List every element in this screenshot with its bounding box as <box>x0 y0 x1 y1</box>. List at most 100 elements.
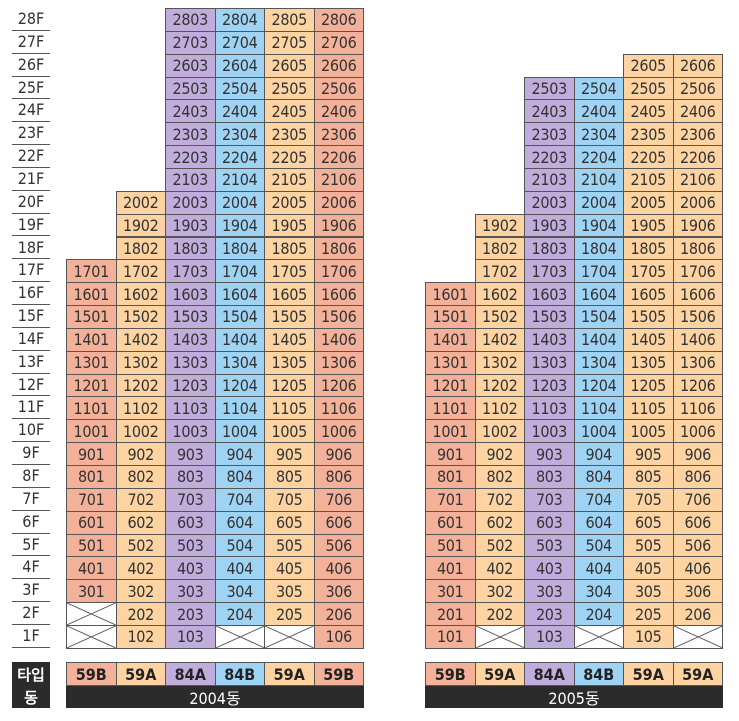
unit-cell: 1004 <box>573 419 624 444</box>
unit-cell: 1402 <box>474 327 525 352</box>
unit-cell: 205 <box>623 602 674 626</box>
unit-cell: 2704 <box>214 30 265 55</box>
unit-cell: 1106 <box>313 396 364 421</box>
unit-cell: 802 <box>115 465 166 489</box>
unit-cell: 1504 <box>214 305 265 329</box>
unit-cell: 603 <box>524 510 575 535</box>
floor-label: 27F <box>12 31 50 54</box>
unit-cell: 1301 <box>425 350 476 375</box>
floor-label: 2F <box>12 602 50 625</box>
unit-cell: 1205 <box>623 373 674 398</box>
unit-cell: 1206 <box>313 373 364 398</box>
unit-cell: 2104 <box>573 167 624 192</box>
unit-cell: 504 <box>573 533 624 558</box>
unit-cell: 2105 <box>264 167 315 192</box>
unit-cell: 1802 <box>474 236 525 261</box>
unit-cell: 2703 <box>165 30 216 55</box>
unit-cell: 1703 <box>165 259 216 284</box>
unit-cell: 2404 <box>573 99 624 124</box>
unit-cell: 401 <box>66 556 117 581</box>
floor-label: 1F <box>12 625 50 648</box>
type-label: 84B <box>573 662 624 686</box>
unit-cell: 2706 <box>313 30 364 55</box>
unit-cell: 305 <box>623 579 674 604</box>
unit-cell: 1406 <box>672 327 723 352</box>
unit-cell: 201 <box>425 602 476 626</box>
unit-cell: 1106 <box>672 396 723 421</box>
unit-cell: 706 <box>313 487 364 512</box>
unit-cell: 805 <box>264 465 315 489</box>
unit-cell: 505 <box>264 533 315 558</box>
type-label: 59A <box>672 662 723 686</box>
unit-cell: 403 <box>165 556 216 581</box>
unit-cell: 706 <box>672 487 723 512</box>
unit-cell: 505 <box>623 533 674 558</box>
unit-cell: 802 <box>474 465 525 489</box>
unit-cell: 501 <box>66 533 117 558</box>
unit-cell: 605 <box>623 510 674 535</box>
cross-icon <box>215 625 264 648</box>
type-label: 84A <box>165 662 216 686</box>
unit-cell: 1905 <box>623 213 674 238</box>
unit-cell: 1203 <box>165 373 216 398</box>
unit-cell: 605 <box>264 510 315 535</box>
unit-cell: 703 <box>165 487 216 512</box>
unit-cell: 1806 <box>672 236 723 261</box>
unit-cell: 603 <box>165 510 216 535</box>
unit-cell: 702 <box>115 487 166 512</box>
unit-cell: 1305 <box>264 350 315 375</box>
floor-label: 8F <box>12 465 50 488</box>
unit-cell: 2204 <box>573 145 624 169</box>
unit-cell: 704 <box>573 487 624 512</box>
unit-cell: 1401 <box>425 327 476 352</box>
unit-cell: 1101 <box>66 396 117 421</box>
unit-cell: 2505 <box>264 76 315 101</box>
unit-cell: 1406 <box>313 327 364 352</box>
unit-cell: 102 <box>115 624 166 649</box>
unit-cell: 2304 <box>573 122 624 147</box>
unit-cell: 406 <box>313 556 364 581</box>
unit-cell: 1606 <box>313 282 364 307</box>
unit-cell: 1102 <box>115 396 166 421</box>
unit-cell: 1703 <box>524 259 575 284</box>
unit-cell: 506 <box>672 533 723 558</box>
unit-cell: 2403 <box>524 99 575 124</box>
unit-cell: 1803 <box>524 236 575 261</box>
unit-cell: 2305 <box>623 122 674 147</box>
unit-cell: 702 <box>474 487 525 512</box>
unit-cell: 905 <box>623 442 674 466</box>
unit-cell: 502 <box>115 533 166 558</box>
unit-cell: 1404 <box>214 327 265 352</box>
unit-cell: 804 <box>573 465 624 489</box>
unit-cell: 1301 <box>66 350 117 375</box>
unit-cell: 1601 <box>425 282 476 307</box>
unit-cell: 1204 <box>214 373 265 398</box>
unit-cell: 1104 <box>573 396 624 421</box>
unit-cell: 2203 <box>165 145 216 169</box>
unit-cell: 503 <box>524 533 575 558</box>
unit-cell: 604 <box>573 510 624 535</box>
floor-label: 7F <box>12 488 50 511</box>
unit-cell: 1103 <box>165 396 216 421</box>
unit-cell: 304 <box>214 579 265 604</box>
unit-cell: 403 <box>524 556 575 581</box>
unit-cell: 1002 <box>115 419 166 444</box>
unit-cell: 1804 <box>214 236 265 261</box>
unit-cell: 2003 <box>524 190 575 215</box>
unit-cell: 806 <box>672 465 723 489</box>
cross-icon <box>67 625 116 648</box>
dong-label: 2004동 <box>66 686 364 708</box>
unit-cell: 1302 <box>474 350 525 375</box>
unit-cell: 2506 <box>672 76 723 101</box>
unit-cell: 1306 <box>313 350 364 375</box>
unit-cell: 2306 <box>672 122 723 147</box>
unit-cell: 1102 <box>474 396 525 421</box>
type-label: 59B <box>425 662 476 686</box>
unit-cell: 2403 <box>165 99 216 124</box>
unit-cell: 2803 <box>165 8 216 32</box>
floor-label: 4F <box>12 556 50 580</box>
no-unit-cell <box>264 624 315 649</box>
no-unit-cell <box>214 624 265 649</box>
unit-cell: 1303 <box>524 350 575 375</box>
unit-cell: 602 <box>115 510 166 535</box>
